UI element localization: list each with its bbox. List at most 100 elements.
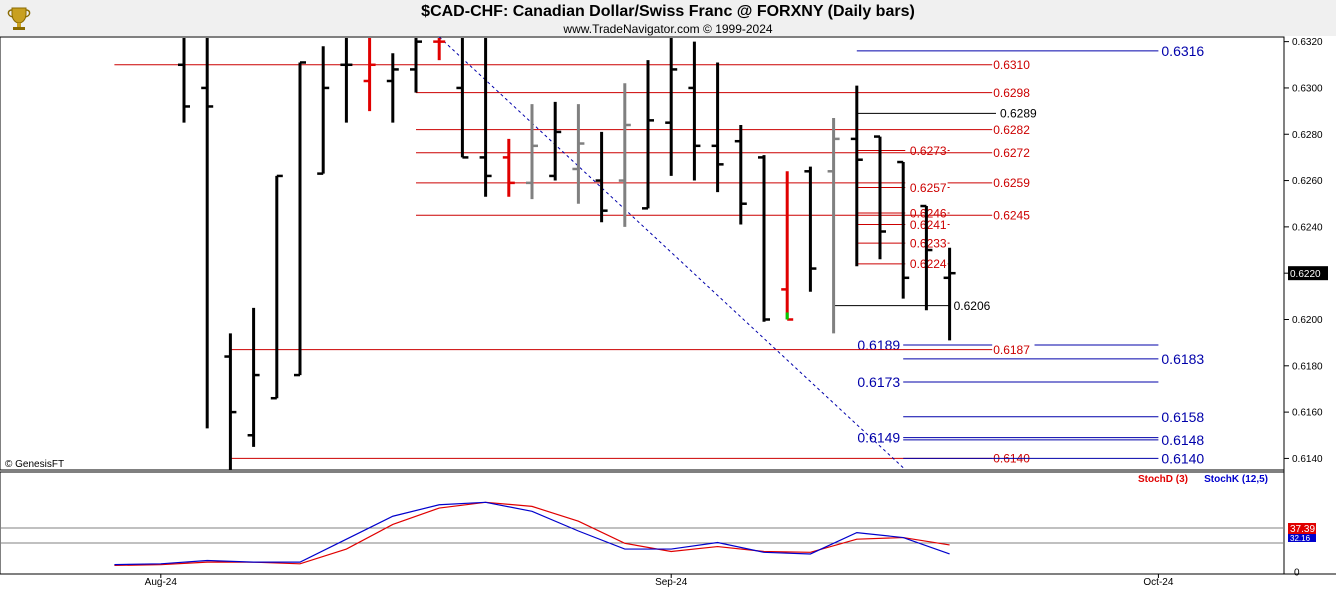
- ohlc-bar: [595, 131, 608, 223]
- chart-frame: [0, 36, 1336, 575]
- level-label: 0.6187: [993, 343, 1030, 357]
- level-label: 0.6233: [910, 236, 947, 250]
- level-label-bg: [992, 123, 1035, 136]
- level-label-bg: [852, 337, 902, 352]
- price-tick-label: 0.6240: [1292, 222, 1323, 233]
- ohlc-bar: [386, 53, 399, 123]
- ohlc-bar: [734, 124, 747, 225]
- ohlc-bar: [479, 38, 492, 197]
- level-label: 0.6272: [993, 146, 1030, 160]
- price-tick-label: 0.6260: [1292, 176, 1323, 187]
- level-label-bg: [1160, 432, 1210, 447]
- ohlc-bar: [874, 135, 886, 260]
- legend-stochd: StochD (3): [1138, 474, 1188, 485]
- ohlc-bar: [502, 138, 515, 197]
- watermark: © GenesisFT: [5, 459, 64, 470]
- level-label-bg: [1160, 43, 1210, 58]
- level-label-bg: [852, 374, 902, 390]
- last-price-label: 0.6220: [1290, 269, 1321, 280]
- level-label: 0.6289: [1000, 107, 1037, 121]
- level-label-bg: [1160, 409, 1210, 424]
- ohlc-bar: [920, 204, 933, 311]
- level-label: 0.6298: [993, 86, 1030, 100]
- stochk-readout: 32.16: [1290, 534, 1311, 543]
- level-label-bg: [1160, 450, 1210, 466]
- stochk-readout-box: [1288, 534, 1316, 542]
- ohlc-bar: [711, 62, 724, 193]
- level-label-bg: [852, 429, 902, 445]
- level-label: 0.6246: [910, 206, 947, 220]
- ohlc-bar: [688, 41, 701, 181]
- trophy-logo-icon: [7, 7, 31, 30]
- level-label-bg: [992, 342, 1035, 356]
- level-label-bg: [999, 106, 1042, 120]
- title-bar: $CAD-CHF: Canadian Dollar/Swiss Franc @ …: [0, 0, 1336, 36]
- price-tick-label: 0.6280: [1292, 130, 1323, 141]
- ohlc-bar: [827, 118, 840, 334]
- ohlc-bar: [526, 104, 538, 200]
- chart-subtitle: www.TradeNavigator.com © 1999-2024: [563, 22, 773, 36]
- level-label: 0.6224: [910, 257, 947, 271]
- ohlc-bar: [897, 160, 910, 299]
- level-label: 0.6189: [857, 337, 900, 353]
- ohlc-bar: [363, 38, 376, 112]
- level-label-bg: [905, 180, 948, 194]
- ohlc-bar: [294, 61, 306, 377]
- date-tick-label: Aug-24: [145, 577, 178, 588]
- level-label-bg: [992, 146, 1035, 159]
- legend-stochk: StochK (12,5): [1204, 474, 1268, 485]
- level-label: 0.6259: [993, 176, 1030, 190]
- ohlc-bar: [178, 38, 190, 123]
- ohlc-bar: [340, 38, 353, 123]
- level-label-bg: [905, 143, 948, 157]
- level-label: 0.6316: [1161, 43, 1204, 59]
- stoch-line-k: [114, 501, 950, 566]
- price-tick-label: 0.6140: [1292, 454, 1323, 465]
- ohlc-bar: [433, 38, 446, 61]
- ohlc-bar: [456, 38, 469, 159]
- price-panel-border: [0, 36, 1285, 471]
- stochd-readout: 37.39: [1290, 524, 1315, 535]
- ohlc-bar: [758, 155, 770, 322]
- price-bars: [178, 38, 956, 470]
- level-label: 0.6241: [910, 218, 947, 232]
- level-label: 0.6206: [954, 299, 991, 313]
- level-label: 0.6273: [910, 144, 947, 158]
- level-label: 0.6257: [910, 181, 947, 195]
- ohlc-bar: [642, 60, 654, 210]
- level-label-bg: [992, 58, 1035, 71]
- price-axis: 0.6320 0.6300 0.6280 0.6260 0.6240 0.6220 0.62…: [1284, 37, 1328, 465]
- ohlc-bar: [618, 83, 631, 227]
- level-label: 0.6140: [1161, 450, 1204, 466]
- date-axis: Aug-24 Sep-24 Oct-24: [145, 574, 1174, 588]
- ohlc-bar: [270, 174, 283, 400]
- date-tick-label: Sep-24: [655, 577, 688, 588]
- level-label-bg: [992, 176, 1035, 189]
- stoch-tick-label: 0: [1294, 568, 1300, 579]
- last-price-box: [1288, 266, 1328, 281]
- ohlc-bar: [781, 171, 794, 321]
- level-label: 0.6158: [1161, 409, 1204, 425]
- level-label: 0.6149: [857, 430, 900, 446]
- stochd-readout-box: [1288, 523, 1316, 534]
- ohlc-bar: [850, 85, 863, 267]
- ohlc-bar: [943, 247, 956, 341]
- ohlc-bar: [665, 38, 678, 176]
- level-label-bg: [992, 208, 1035, 222]
- level-label: 0.6245: [993, 209, 1030, 223]
- price-tick-label: 0.6160: [1292, 408, 1323, 419]
- level-label: 0.6310: [993, 58, 1030, 72]
- ohlc-bar: [247, 307, 260, 447]
- ohlc-bar: [201, 38, 214, 429]
- chart-title: $CAD-CHF: Canadian Dollar/Swiss Franc @ …: [421, 3, 915, 20]
- ohlc-bar: [572, 104, 585, 204]
- ohlc-bar: [224, 333, 237, 470]
- ohlc-bar: [410, 38, 422, 93]
- level-label-bg: [992, 85, 1035, 99]
- stoch-panel-border: [0, 471, 1285, 575]
- level-label-bg: [1160, 351, 1210, 366]
- price-tick-label: 0.6200: [1292, 315, 1323, 326]
- level-label-bg: [952, 298, 995, 312]
- level-label: 0.6282: [993, 123, 1030, 137]
